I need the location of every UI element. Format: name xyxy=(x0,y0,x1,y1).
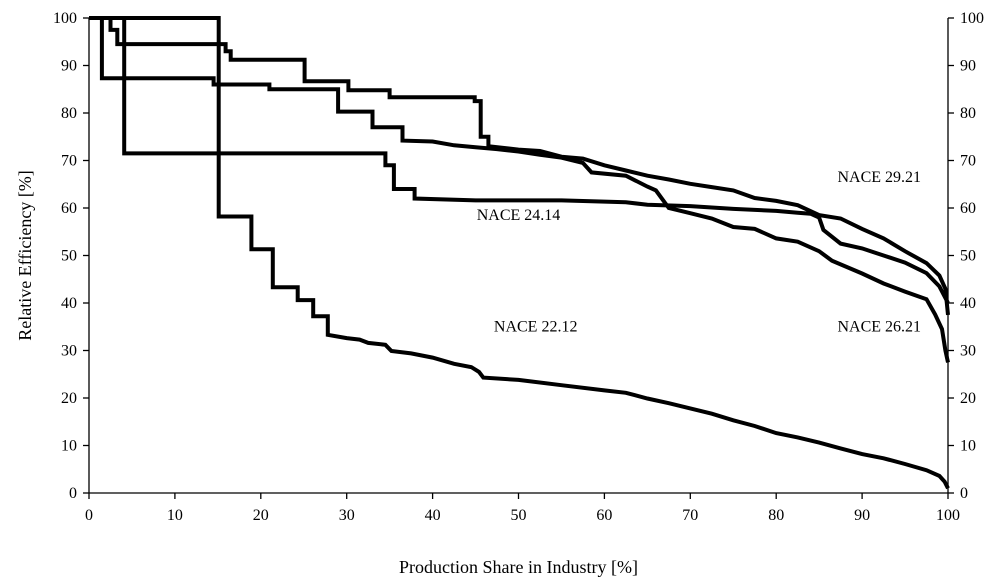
x-tick-label: 80 xyxy=(768,507,784,524)
y-tick-label-right: 80 xyxy=(960,105,976,122)
y-tick-label-right: 100 xyxy=(960,10,984,27)
y-axis-left-ticks: 0 10 20 30 40 50 60 70 80 90 100 xyxy=(53,10,89,502)
y-tick-label-right: 90 xyxy=(960,58,976,75)
x-tick-label: 70 xyxy=(682,507,698,524)
x-axis-title: Production Share in Industry [%] xyxy=(399,557,638,577)
x-tick-label: 20 xyxy=(253,507,269,524)
y-tick-label-right: 40 xyxy=(960,295,976,312)
series-line-nace-26-21 xyxy=(89,16,950,363)
y-tick-label-left: 60 xyxy=(61,200,77,217)
y-tick-label-right: 0 xyxy=(960,485,968,502)
y-tick-label-left: 40 xyxy=(61,295,77,312)
y-tick-label-right: 50 xyxy=(960,248,976,265)
y-tick-label-right: 10 xyxy=(960,438,976,455)
x-tick-label: 10 xyxy=(167,507,183,524)
y-tick-label-right: 30 xyxy=(960,343,976,360)
x-tick-label: 30 xyxy=(339,507,355,524)
x-tick-label: 40 xyxy=(425,507,441,524)
x-tick-label: 100 xyxy=(936,507,960,524)
y-tick-label-right: 70 xyxy=(960,153,976,170)
y-axis-right-ticks: 0 10 20 30 40 50 60 70 80 90 100 xyxy=(948,10,984,502)
series-label-nace-29-21: NACE 29.21 xyxy=(837,169,921,186)
y-tick-label-left: 70 xyxy=(61,153,77,170)
series-line-nace-24-14 xyxy=(89,16,950,304)
x-tick-label: 50 xyxy=(511,507,527,524)
y-tick-label-left: 0 xyxy=(69,485,77,502)
series-label-nace-22-12: NACE 22.12 xyxy=(494,319,578,336)
y-tick-label-left: 80 xyxy=(61,105,77,122)
y-axis-title: Relative Efficiency [%] xyxy=(15,170,35,341)
x-tick-label: 0 xyxy=(85,507,93,524)
y-tick-label-left: 90 xyxy=(61,58,77,75)
series-line-nace-22-12 xyxy=(89,16,950,490)
axes xyxy=(88,18,949,494)
series-lines xyxy=(89,16,950,490)
series-line-nace-29-21 xyxy=(89,16,950,316)
y-tick-label-left: 30 xyxy=(61,343,77,360)
series-labels: NACE 22.12 NACE 24.14 NACE 26.21 NACE 29.21 xyxy=(477,169,921,336)
x-tick-label: 60 xyxy=(596,507,612,524)
y-tick-label-left: 50 xyxy=(61,248,77,265)
y-tick-label-right: 60 xyxy=(960,200,976,217)
y-tick-label-left: 10 xyxy=(61,438,77,455)
y-tick-label-left: 100 xyxy=(53,10,77,27)
series-label-nace-24-14: NACE 24.14 xyxy=(477,207,561,224)
x-tick-label: 90 xyxy=(854,507,870,524)
series-label-nace-26-21: NACE 26.21 xyxy=(837,319,921,336)
y-tick-label-left: 20 xyxy=(61,390,77,407)
y-tick-label-right: 20 xyxy=(960,390,976,407)
x-axis-ticks: 0 10 20 30 40 50 60 70 80 90 100 xyxy=(85,493,960,524)
